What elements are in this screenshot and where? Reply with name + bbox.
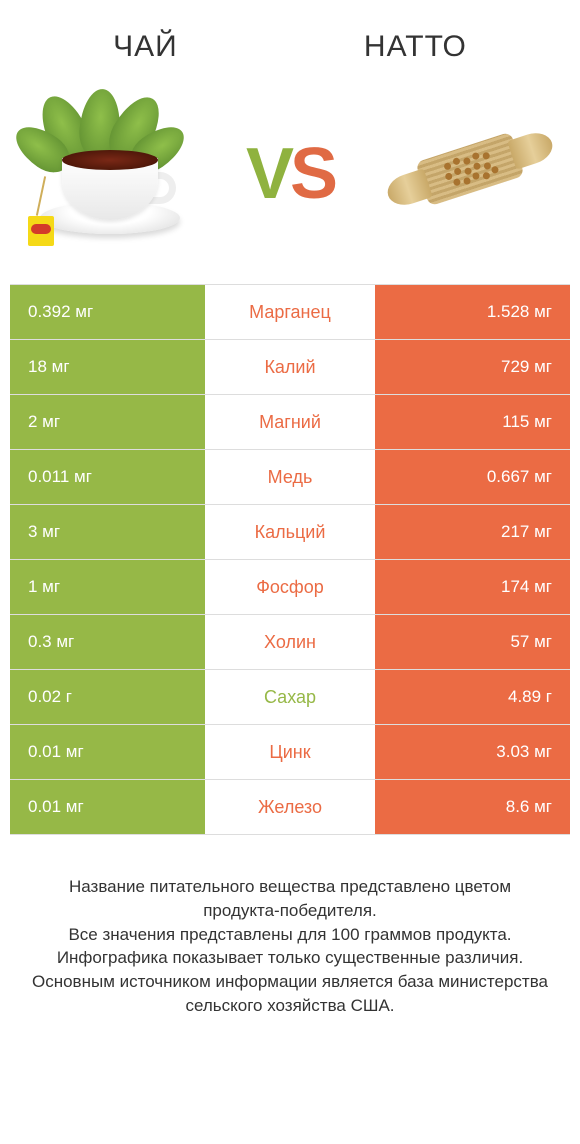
footer-line: Название питательного вещества представл…	[30, 875, 550, 923]
left-value: 1 мг	[10, 560, 205, 614]
nutrient-label: Медь	[205, 450, 375, 504]
left-value: 18 мг	[10, 340, 205, 394]
nutrient-label: Сахар	[205, 670, 375, 724]
images-row: VS	[0, 84, 580, 284]
footer-line: Основным источником информации является …	[30, 970, 550, 1018]
footer-notes: Название питательного вещества представл…	[0, 835, 580, 1018]
right-value: 1.528 мг	[375, 285, 570, 339]
natto-illustration	[380, 94, 560, 254]
left-value: 3 мг	[10, 505, 205, 559]
table-row: 0.3 мгХолин57 мг	[10, 615, 570, 670]
tea-illustration	[20, 94, 200, 254]
table-row: 18 мгКалий729 мг	[10, 340, 570, 395]
footer-line: Все значения представлены для 100 граммо…	[30, 923, 550, 947]
right-value: 0.667 мг	[375, 450, 570, 504]
right-value: 217 мг	[375, 505, 570, 559]
left-value: 0.01 мг	[10, 725, 205, 779]
comparison-table: 0.392 мгМарганец1.528 мг18 мгКалий729 мг…	[10, 284, 570, 835]
right-product-image	[380, 94, 560, 254]
right-value: 115 мг	[375, 395, 570, 449]
footer-line: Инфографика показывает только существенн…	[30, 946, 550, 970]
right-value: 729 мг	[375, 340, 570, 394]
right-value: 174 мг	[375, 560, 570, 614]
left-value: 0.3 мг	[10, 615, 205, 669]
table-row: 1 мгФосфор174 мг	[10, 560, 570, 615]
right-value: 4.89 г	[375, 670, 570, 724]
nutrient-label: Железо	[205, 780, 375, 834]
vs-s: S	[290, 134, 334, 214]
right-value: 57 мг	[375, 615, 570, 669]
table-row: 0.01 мгЦинк3.03 мг	[10, 725, 570, 780]
table-row: 0.011 мгМедь0.667 мг	[10, 450, 570, 505]
nutrient-label: Фосфор	[205, 560, 375, 614]
right-product-title: НАТТО	[364, 30, 467, 64]
table-row: 0.392 мгМарганец1.528 мг	[10, 285, 570, 340]
right-value: 3.03 мг	[375, 725, 570, 779]
table-row: 3 мгКальций217 мг	[10, 505, 570, 560]
left-value: 0.01 мг	[10, 780, 205, 834]
nutrient-label: Кальций	[205, 505, 375, 559]
table-row: 0.01 мгЖелезо8.6 мг	[10, 780, 570, 835]
header-titles: ЧАЙ НАТТО	[0, 0, 580, 84]
right-value: 8.6 мг	[375, 780, 570, 834]
left-value: 2 мг	[10, 395, 205, 449]
nutrient-label: Марганец	[205, 285, 375, 339]
nutrient-label: Холин	[205, 615, 375, 669]
table-row: 0.02 гСахар4.89 г	[10, 670, 570, 725]
vs-v: V	[246, 134, 290, 214]
left-product-title: ЧАЙ	[113, 30, 178, 64]
left-product-image	[20, 94, 200, 254]
table-row: 2 мгМагний115 мг	[10, 395, 570, 450]
nutrient-label: Цинк	[205, 725, 375, 779]
vs-label: VS	[246, 133, 334, 215]
left-value: 0.392 мг	[10, 285, 205, 339]
left-value: 0.011 мг	[10, 450, 205, 504]
left-value: 0.02 г	[10, 670, 205, 724]
nutrient-label: Магний	[205, 395, 375, 449]
nutrient-label: Калий	[205, 340, 375, 394]
